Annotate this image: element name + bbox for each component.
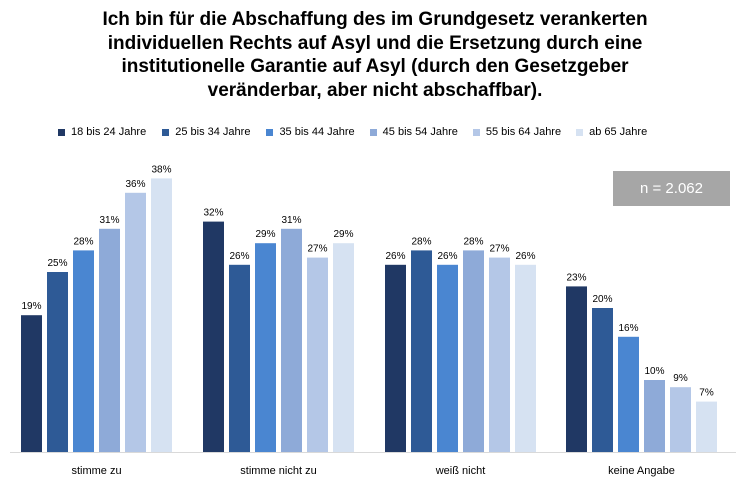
bar <box>489 257 510 452</box>
bar <box>21 315 42 452</box>
data-label: 28% <box>73 236 93 247</box>
legend-label: 45 bis 54 Jahre <box>382 126 458 138</box>
data-label: 38% <box>151 164 171 175</box>
legend-swatch <box>162 128 170 136</box>
legend-item: 45 bis 54 Jahre <box>369 126 458 138</box>
data-label: 20% <box>592 294 612 305</box>
category-label: weiß nicht <box>435 465 486 477</box>
title-line: Ich bin für die Abschaffung des im Grund… <box>102 9 648 30</box>
bar <box>385 264 406 452</box>
bar <box>73 250 94 452</box>
legend-swatch <box>576 128 584 136</box>
data-label: 26% <box>229 251 249 262</box>
bar <box>125 192 146 453</box>
legend-swatch <box>266 128 274 136</box>
bar <box>696 401 717 452</box>
data-label: 36% <box>125 179 145 190</box>
data-label: 26% <box>385 251 405 262</box>
bar <box>592 308 613 452</box>
data-label: 26% <box>515 251 535 262</box>
legend-item: 18 bis 24 Jahre <box>58 126 146 138</box>
data-label: 9% <box>673 373 688 384</box>
sample-size-badge: n = 2.062 <box>613 171 730 206</box>
bar <box>151 178 172 452</box>
bar <box>47 272 68 452</box>
data-label: 31% <box>99 215 119 226</box>
legend-label: 55 bis 64 Jahre <box>485 126 562 138</box>
data-label: 23% <box>566 272 586 283</box>
bar <box>307 257 328 452</box>
data-label: 27% <box>489 244 509 255</box>
title-line: individuellen Rechts auf Asyl und die Er… <box>107 32 643 54</box>
legend-item: 25 bis 34 Jahre <box>162 126 250 138</box>
data-label: 19% <box>21 301 41 312</box>
legend-label: 25 bis 34 Jahre <box>175 126 251 138</box>
bar <box>670 387 691 452</box>
legend-swatch <box>369 128 377 136</box>
legend-item: ab 65 Jahre <box>576 126 647 138</box>
data-label: 25% <box>47 258 67 269</box>
bar <box>411 250 432 452</box>
chart-legend: 18 bis 24 Jahre 25 bis 34 Jahre 35 bis 44 … <box>58 125 647 139</box>
legend-swatch <box>472 128 480 136</box>
bar <box>99 228 120 452</box>
legend-item: 55 bis 64 Jahre <box>472 126 562 138</box>
bar <box>281 228 302 452</box>
bar <box>333 243 354 452</box>
category-label: stimme zu <box>71 465 121 477</box>
title-line: institutionelle Garantie auf Asyl (durch… <box>121 56 629 77</box>
bar <box>203 221 224 452</box>
bar <box>255 243 276 452</box>
data-label: 29% <box>333 229 353 240</box>
data-label: 7% <box>699 388 714 399</box>
bar <box>618 336 639 452</box>
data-label: 31% <box>281 215 301 226</box>
legend-label: 18 bis 24 Jahre <box>71 126 147 138</box>
category-label: stimme nicht zu <box>240 465 316 477</box>
bar <box>644 380 665 452</box>
bar <box>437 264 458 452</box>
data-label: 28% <box>463 236 483 247</box>
legend-label: ab 65 Jahre <box>589 126 648 138</box>
data-label: 26% <box>437 251 457 262</box>
bar <box>515 264 536 452</box>
data-label: 10% <box>644 366 664 377</box>
title-line: veränderbar, aber nicht abschaffbar). <box>207 79 543 101</box>
data-label: 16% <box>618 323 638 334</box>
legend-item: 35 bis 44 Jahre <box>266 126 355 138</box>
data-label: 32% <box>203 208 223 219</box>
bar <box>229 264 250 452</box>
bar <box>566 286 587 452</box>
data-label: 29% <box>255 229 275 240</box>
bar <box>463 250 484 452</box>
data-label: 27% <box>307 244 327 255</box>
category-label: keine Angabe <box>608 465 675 477</box>
legend-label: 35 bis 44 Jahre <box>279 126 355 138</box>
chart-title: Ich bin für die Abschaffung des im Grund… <box>60 8 690 102</box>
data-label: 28% <box>411 236 431 247</box>
legend-swatch <box>58 128 65 136</box>
